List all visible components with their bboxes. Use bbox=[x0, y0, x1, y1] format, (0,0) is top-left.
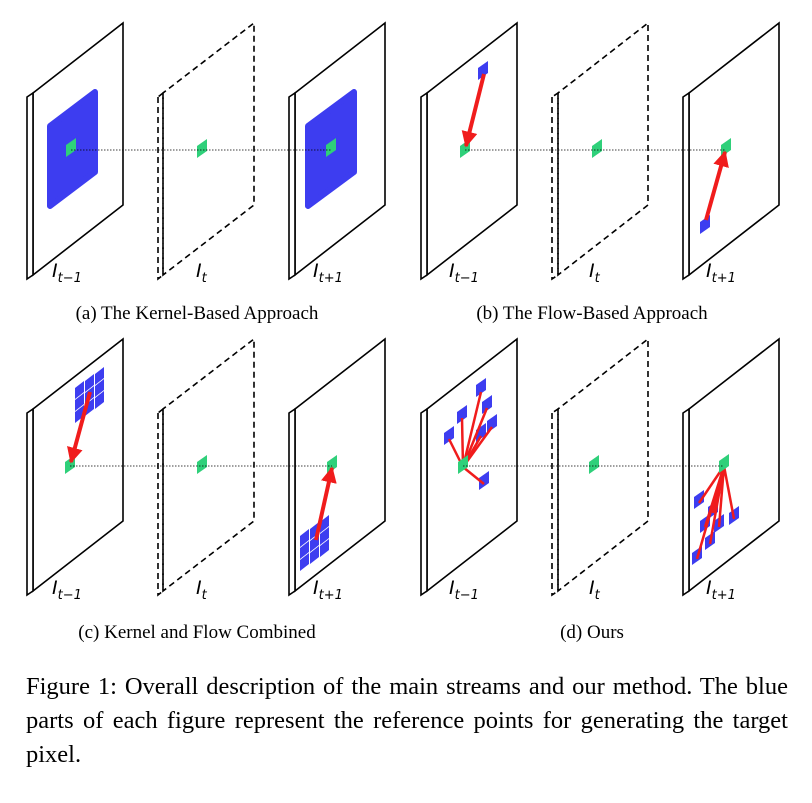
frame-next bbox=[288, 337, 386, 597]
flow-arrow bbox=[67, 391, 92, 464]
flow-arrow bbox=[461, 73, 486, 148]
reference-points bbox=[444, 378, 497, 490]
target-pixel bbox=[589, 455, 599, 474]
frame-prev bbox=[420, 21, 518, 281]
panel-a: It−1 It It+1 (a) The Kernel-Based Approa… bbox=[26, 21, 386, 324]
panel-d: It−1 It It+1 (d) Ours bbox=[420, 337, 780, 643]
frame-next bbox=[682, 337, 780, 597]
figure-caption: Figure 1: Overall description of the mai… bbox=[26, 673, 788, 768]
frame-label-target: It bbox=[196, 260, 208, 286]
target-pixel bbox=[592, 139, 602, 158]
frame-label-next: It+1 bbox=[313, 260, 343, 286]
frame-next bbox=[288, 21, 386, 281]
target-pixel bbox=[719, 454, 729, 473]
frame-prev bbox=[26, 337, 124, 597]
subfigure-caption-c: (c) Kernel and Flow Combined bbox=[78, 622, 316, 643]
frame-label-prev: It−1 bbox=[52, 577, 82, 603]
frame-target bbox=[551, 337, 649, 597]
subfigure-caption-b: (b) The Flow-Based Approach bbox=[476, 303, 708, 324]
flow-arrow bbox=[314, 466, 337, 541]
target-pixel bbox=[197, 139, 207, 158]
frame-label-prev: It−1 bbox=[449, 260, 479, 286]
frame-prev bbox=[420, 337, 518, 597]
flow-arrow bbox=[704, 150, 729, 221]
frame-target bbox=[157, 21, 255, 281]
frame-target bbox=[157, 337, 255, 597]
frame-label-prev: It−1 bbox=[52, 260, 82, 286]
frame-label-target: It bbox=[589, 577, 601, 603]
reference-grid bbox=[300, 515, 329, 571]
target-pixel bbox=[326, 138, 336, 157]
reference-point bbox=[478, 61, 488, 80]
subfigure-caption-d: (d) Ours bbox=[560, 622, 624, 643]
flow-arrows bbox=[695, 465, 736, 560]
frame-next bbox=[682, 21, 780, 281]
frame-label-next: It+1 bbox=[706, 260, 736, 286]
target-pixel bbox=[66, 138, 76, 157]
frame-label-prev: It−1 bbox=[449, 577, 479, 603]
frame-target bbox=[551, 21, 649, 281]
frame-prev bbox=[26, 21, 124, 281]
panel-b: It−1 It It+1 (b) The Flow-Based Approach bbox=[420, 21, 780, 324]
frame-label-next: It+1 bbox=[313, 577, 343, 603]
target-pixel bbox=[458, 455, 468, 474]
subfigure-caption-a: (a) The Kernel-Based Approach bbox=[76, 303, 319, 324]
frame-label-next: It+1 bbox=[706, 577, 736, 603]
panel-c: It−1 It It+1 (c) Kernel and Flow Combine… bbox=[26, 337, 386, 643]
target-pixel bbox=[197, 455, 207, 474]
diagram-figure: It−1 It It+1 (a) The Kernel-Based Approa… bbox=[26, 21, 780, 643]
frame-label-target: It bbox=[589, 260, 601, 286]
frame-label-target: It bbox=[196, 577, 208, 603]
